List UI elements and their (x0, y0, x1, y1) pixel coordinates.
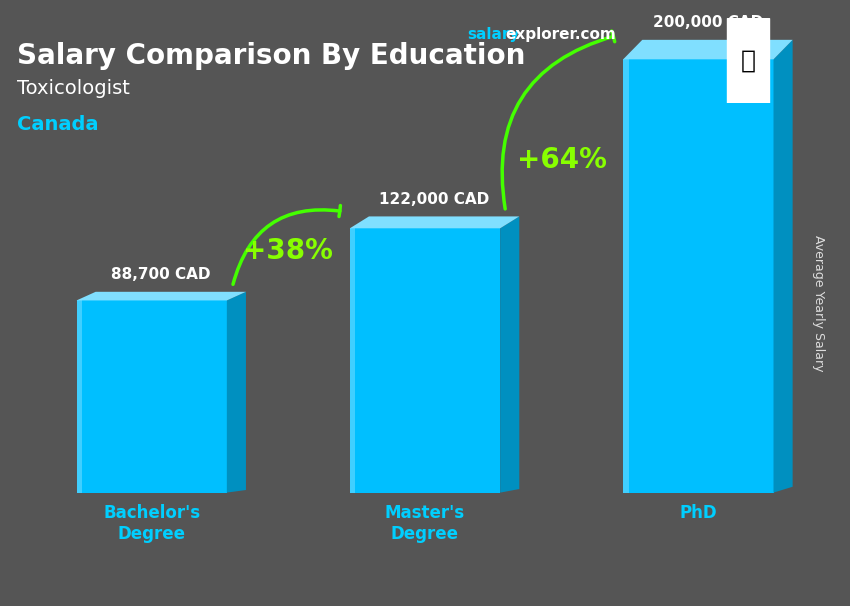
Text: salary: salary (468, 27, 520, 42)
Text: 200,000 CAD: 200,000 CAD (653, 15, 763, 30)
Polygon shape (350, 216, 519, 228)
Polygon shape (500, 216, 519, 493)
Text: Toxicologist: Toxicologist (17, 79, 130, 98)
Polygon shape (350, 228, 355, 493)
Polygon shape (623, 59, 629, 493)
Text: +38%: +38% (243, 238, 333, 265)
Polygon shape (76, 292, 246, 301)
Polygon shape (76, 301, 82, 493)
Text: Average Yearly Salary: Average Yearly Salary (812, 235, 824, 371)
Text: 🍁: 🍁 (740, 48, 756, 73)
Text: explorer.com: explorer.com (506, 27, 616, 42)
Polygon shape (623, 59, 774, 493)
Polygon shape (774, 40, 793, 493)
Polygon shape (76, 301, 227, 493)
Polygon shape (623, 40, 793, 59)
Text: Canada: Canada (17, 115, 99, 134)
Text: 88,700 CAD: 88,700 CAD (111, 267, 211, 282)
Polygon shape (227, 292, 246, 493)
Bar (727, 18, 769, 103)
Text: Salary Comparison By Education: Salary Comparison By Education (17, 42, 525, 70)
Text: 122,000 CAD: 122,000 CAD (379, 192, 490, 207)
Polygon shape (350, 228, 500, 493)
Text: +64%: +64% (517, 146, 607, 174)
